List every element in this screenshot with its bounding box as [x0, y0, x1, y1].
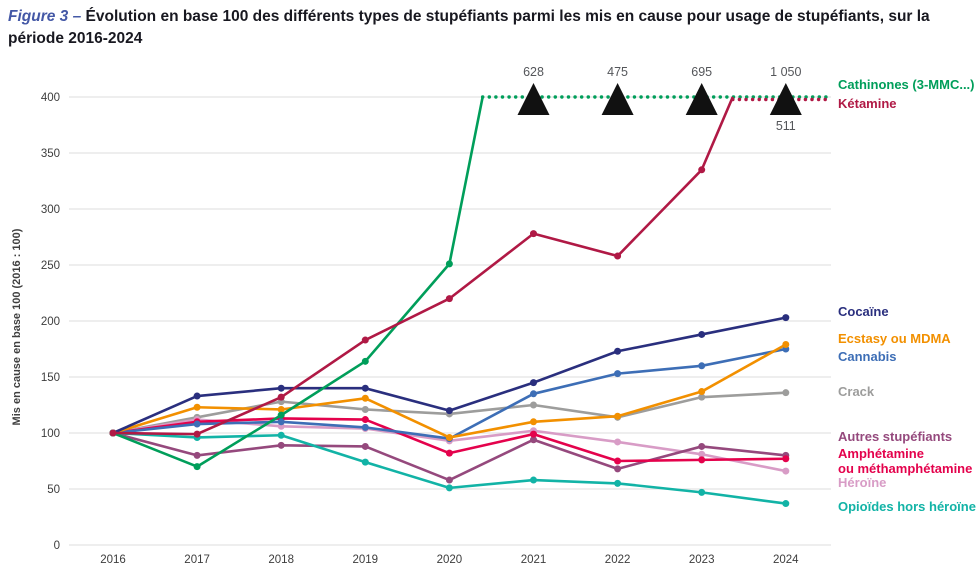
y-tick-label: 400 [41, 92, 60, 104]
series-cocaïne [109, 314, 790, 437]
cap-annotation: 1 050 [770, 65, 801, 79]
x-tick-label: 2020 [437, 554, 463, 566]
series-opioïdes-hors-héroïne [109, 429, 790, 508]
x-tick-label: 2022 [605, 554, 631, 566]
x-tick-label: 2016 [100, 554, 126, 566]
line-chart: 0 50 100 150 200 250 300 350 400 2016 2017 2018 2019… [0, 60, 979, 573]
cap-annotations: 628 475 695 1 050 511 [523, 65, 801, 133]
chart-canvas: 0 50 100 150 200 250 300 350 400 2016 2017 2018 2019… [41, 65, 833, 566]
y-tick-labels: 0 50 100 150 200 250 300 350 400 [41, 92, 60, 552]
legend-label-cocaïne: Cocaïne [838, 304, 889, 319]
y-tick-label: 300 [41, 204, 60, 216]
x-tick-labels: 2016 2017 2018 2019 2020 2021 2022 2023 2024 [100, 554, 799, 566]
legend-label-cannabis: Cannabis [838, 349, 897, 364]
series-ecstasy-ou-mdma [109, 341, 790, 441]
y-tick-label: 250 [41, 260, 60, 272]
y-tick-label: 100 [41, 428, 60, 440]
cap-annotation: 475 [607, 65, 628, 79]
y-axis-title: Mis en cause en base 100 (2016 : 100) [11, 228, 23, 426]
x-tick-label: 2017 [184, 554, 210, 566]
legend-label-cathinones-(3-mmc...): Cathinones (3-MMC...) [838, 77, 975, 92]
figure-number: Figure 3 – [8, 8, 82, 25]
legend-label-amphétamine-ou-méthamphétamine: Amphétamine ou méthamphétamine [838, 446, 973, 476]
x-tick-label: 2024 [773, 554, 799, 566]
y-tick-label: 50 [47, 484, 60, 496]
y-tick-label: 0 [54, 540, 60, 552]
y-tick-label: 150 [41, 372, 60, 384]
y-tick-label: 350 [41, 148, 60, 160]
cap-annotation: 511 [776, 119, 796, 133]
cap-triangle-markers [517, 83, 802, 115]
legend-label-ecstasy-ou-mdma: Ecstasy ou MDMA [838, 331, 951, 346]
y-tick-label: 200 [41, 316, 60, 328]
legend-label-autres-stupéfiants: Autres stupéfiants [838, 429, 953, 444]
legend-label-héroïne: Héroïne [838, 475, 887, 490]
x-tick-label: 2019 [353, 554, 379, 566]
legend-label-crack: Crack [838, 384, 875, 399]
legend-label-kétamine: Kétamine [838, 96, 897, 111]
x-tick-label: 2018 [268, 554, 294, 566]
legend-label-opioïdes-hors-héroïne: Opioïdes hors héroïne [838, 499, 976, 514]
series-autres-stupéfiants [109, 429, 790, 484]
figure-title: Figure 3 – Évolution en base 100 des dif… [8, 6, 966, 49]
x-tick-label: 2021 [521, 554, 547, 566]
series-kétamine [109, 96, 833, 438]
figure-caption: Évolution en base 100 des différents typ… [8, 8, 930, 47]
cap-annotation: 628 [523, 65, 544, 79]
x-tick-label: 2023 [689, 554, 715, 566]
cap-annotation: 695 [691, 65, 712, 79]
